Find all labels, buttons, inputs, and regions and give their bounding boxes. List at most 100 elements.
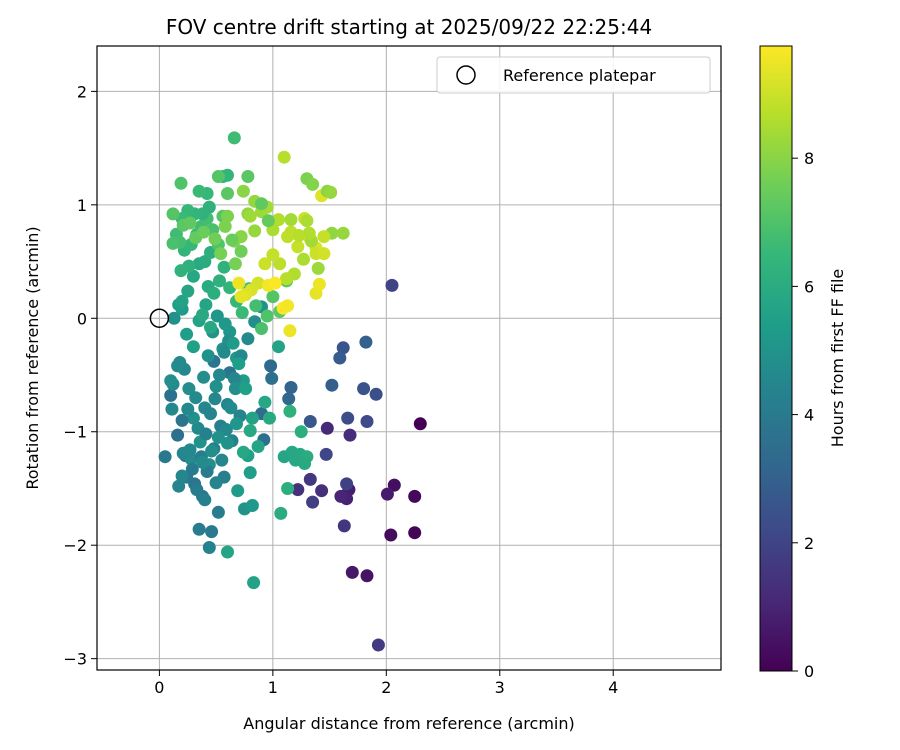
data-point	[277, 150, 291, 164]
colorbar-gradient	[759, 45, 793, 672]
data-point	[234, 290, 248, 304]
data-point	[232, 276, 246, 290]
data-point	[324, 185, 338, 199]
data-point	[380, 487, 394, 501]
x-tick-label: 1	[268, 678, 278, 697]
data-point	[284, 381, 298, 394]
data-point	[247, 576, 261, 590]
data-point	[213, 274, 226, 288]
data-point	[317, 230, 331, 244]
data-point	[273, 257, 287, 271]
data-point	[221, 187, 234, 200]
data-point	[227, 131, 241, 145]
data-point	[166, 207, 180, 221]
data-point	[226, 336, 240, 350]
data-point	[243, 466, 257, 480]
data-point	[245, 411, 259, 425]
x-tick-label: 3	[495, 678, 505, 697]
data-point	[219, 423, 233, 436]
data-point	[261, 214, 275, 228]
data-point	[303, 415, 317, 428]
data-point	[268, 276, 282, 290]
data-point	[302, 226, 316, 240]
data-point	[221, 209, 234, 223]
x-tick-label: 2	[381, 678, 391, 697]
data-point	[197, 370, 211, 384]
y-tick-label: −1	[63, 423, 87, 442]
data-point	[171, 359, 185, 373]
data-point	[171, 428, 185, 442]
data-point	[217, 260, 231, 274]
colorbar-ticks: 0 2 4 6 8	[792, 149, 814, 681]
data-point	[224, 401, 238, 415]
data-point	[209, 379, 223, 393]
data-point	[204, 320, 217, 334]
colorbar-tick-label: 4	[804, 406, 814, 425]
colorbar-label: Hours from first FF file	[828, 269, 847, 448]
data-point	[190, 483, 204, 497]
data-point	[215, 453, 229, 467]
data-point	[241, 170, 255, 183]
legend-marker-icon	[456, 65, 476, 85]
y-tick-label: 2	[77, 82, 87, 101]
y-axis-ticks: −3 −2 −1 0 1 2	[63, 82, 97, 669]
data-point	[280, 272, 293, 286]
data-point	[196, 308, 209, 322]
data-point	[369, 387, 383, 401]
data-point	[167, 311, 181, 325]
data-point	[291, 483, 305, 497]
data-point	[227, 371, 241, 385]
data-point	[265, 371, 279, 385]
data-point	[199, 427, 213, 441]
data-point	[209, 476, 223, 490]
data-point	[213, 368, 226, 382]
data-point	[218, 219, 232, 233]
legend-label: Reference platepar	[503, 66, 656, 85]
data-point	[189, 391, 203, 405]
data-point	[182, 382, 196, 396]
data-point	[221, 436, 234, 450]
data-point	[211, 505, 225, 519]
plot-frame	[96, 45, 722, 671]
colorbar-tick-label: 2	[804, 534, 814, 553]
data-point	[292, 229, 306, 242]
data-point	[164, 374, 178, 388]
data-point	[197, 225, 211, 239]
y-axis-label: Rotation from reference (arcmin)	[23, 226, 42, 489]
data-point	[228, 257, 242, 271]
data-point	[232, 357, 246, 371]
data-point	[248, 224, 262, 238]
data-point	[298, 457, 312, 470]
data-point	[175, 413, 189, 427]
data-point	[166, 236, 180, 250]
data-point	[174, 264, 188, 278]
data-point	[175, 294, 189, 308]
data-point	[239, 382, 253, 396]
data-point	[303, 472, 317, 486]
data-point	[413, 417, 427, 431]
data-point	[345, 565, 359, 579]
data-point	[183, 216, 197, 230]
data-point	[230, 417, 243, 431]
data-point	[186, 340, 200, 354]
data-point	[207, 286, 221, 300]
data-point	[325, 378, 339, 392]
data-point	[317, 247, 331, 261]
data-point	[343, 428, 357, 442]
data-point	[199, 298, 213, 312]
data-point	[357, 382, 371, 396]
data-point	[385, 278, 399, 292]
data-point	[340, 477, 354, 491]
x-axis-label: Angular distance from reference (arcmin)	[243, 714, 574, 733]
chart-title: FOV centre drift starting at 2025/09/22 …	[166, 15, 652, 39]
data-point	[341, 411, 355, 425]
data-point	[274, 506, 288, 520]
data-point	[235, 306, 249, 320]
data-point	[360, 415, 374, 428]
data-point	[266, 248, 280, 262]
data-point	[231, 484, 245, 498]
data-point	[360, 569, 374, 583]
data-point	[297, 252, 310, 266]
data-point	[201, 349, 215, 363]
data-point	[320, 421, 334, 435]
